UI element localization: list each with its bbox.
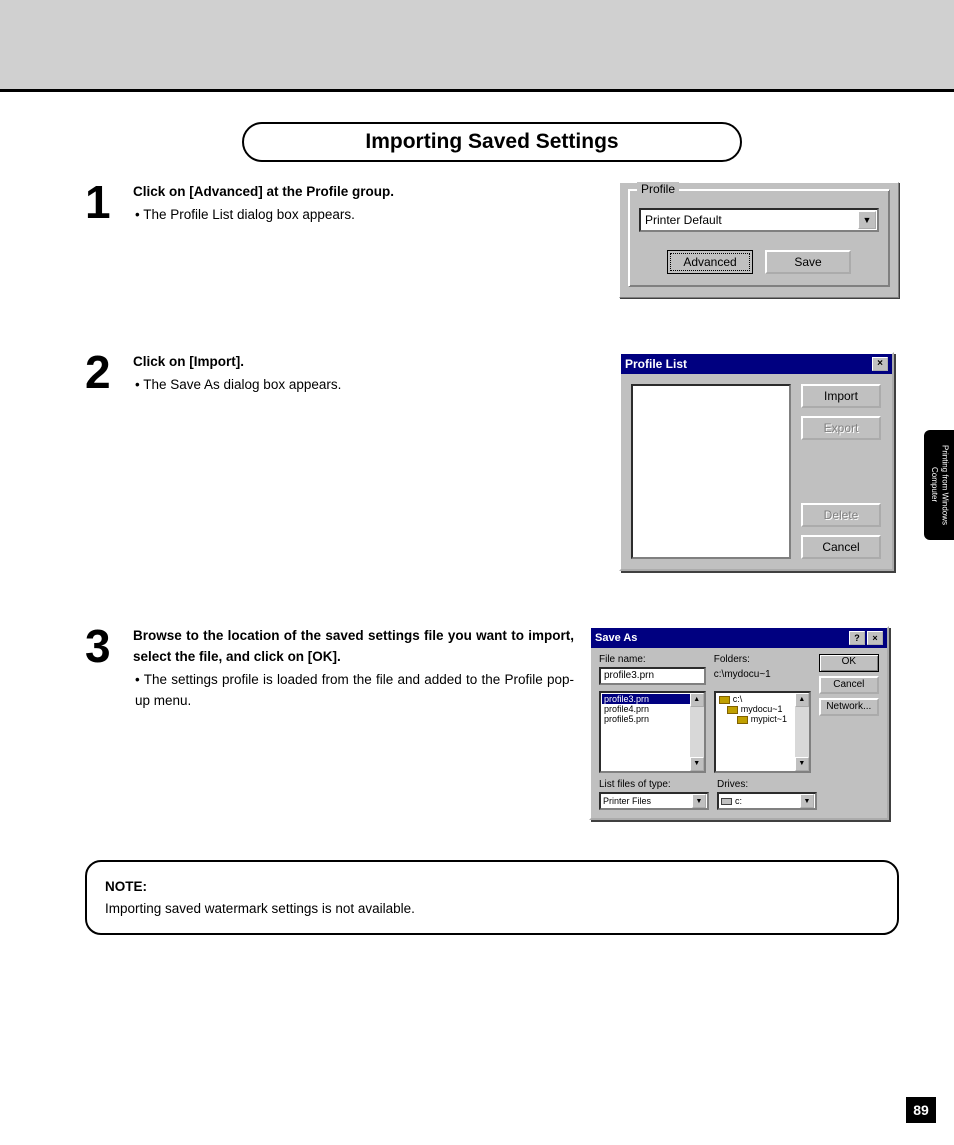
close-icon[interactable]: × (867, 631, 883, 645)
screenshot-profile-list-dialog: Profile List × Import Export Delete Canc… (619, 352, 899, 571)
drive-icon (721, 798, 732, 805)
drives-dropdown[interactable]: c: ▼ (717, 792, 817, 810)
folder-icon (719, 696, 730, 704)
filetype-label: List files of type: (599, 779, 709, 790)
step-2: 2 Click on [Import]. The Save As dialog … (85, 352, 899, 571)
folders-path: c:\mydocu~1 (714, 667, 811, 685)
page-content: Importing Saved Settings 1 Click on [Adv… (0, 92, 954, 935)
profile-listbox[interactable] (631, 384, 791, 559)
filetype-dropdown[interactable]: Printer Files ▼ (599, 792, 709, 810)
close-icon[interactable]: × (872, 357, 888, 371)
step-number: 1 (85, 182, 125, 312)
folders-label: Folders: (714, 654, 811, 665)
step-heading: Click on [Advanced] at the Profile group… (133, 182, 604, 203)
list-item[interactable]: profile4.prn (602, 704, 703, 714)
cancel-button[interactable]: Cancel (801, 535, 881, 559)
step-1: 1 Click on [Advanced] at the Profile gro… (85, 182, 899, 312)
note-text: Importing saved watermark settings is no… (105, 901, 415, 916)
export-button: Export (801, 416, 881, 440)
filename-input[interactable]: profile3.prn (599, 667, 706, 685)
note-label: NOTE: (105, 879, 147, 894)
list-item[interactable]: profile3.prn (602, 694, 703, 704)
scroll-down-icon[interactable]: ▼ (795, 757, 809, 771)
chevron-down-icon[interactable]: ▼ (800, 794, 814, 808)
dialog-title: Save As (595, 632, 637, 644)
folder-list[interactable]: c:\ mydocu~1 mypict~1 ▲ ▼ (714, 691, 811, 773)
list-item[interactable]: profile5.prn (602, 714, 703, 724)
filename-label: File name: (599, 654, 706, 665)
header-band (0, 0, 954, 92)
scroll-up-icon[interactable]: ▲ (690, 693, 704, 707)
folder-icon (727, 706, 738, 714)
profile-legend: Profile (637, 182, 679, 196)
profile-dropdown-value: Printer Default (645, 213, 722, 227)
folder-icon (737, 716, 748, 724)
step-heading: Click on [Import]. (133, 352, 604, 373)
profile-dropdown[interactable]: Printer Default ▼ (639, 208, 879, 232)
screenshot-profile-panel: Profile Printer Default ▼ Advanced Save (619, 182, 899, 312)
screenshot-save-as-dialog: Save As ? × File name: profile3.prn prof… (589, 626, 899, 820)
import-button[interactable]: Import (801, 384, 881, 408)
step-number: 3 (85, 626, 125, 820)
step-body: Browse to the location of the saved sett… (133, 626, 589, 820)
step-body: Click on [Advanced] at the Profile group… (133, 182, 619, 312)
page-number: 89 (906, 1097, 936, 1123)
section-title: Importing Saved Settings (365, 130, 618, 153)
chevron-down-icon[interactable]: ▼ (692, 794, 706, 808)
note-box: NOTE: Importing saved watermark settings… (85, 860, 899, 935)
chevron-down-icon[interactable]: ▼ (858, 211, 876, 229)
step-3: 3 Browse to the location of the saved se… (85, 626, 899, 820)
side-tab: Printing from Windows Computer (924, 430, 954, 540)
step-body: Click on [Import]. The Save As dialog bo… (133, 352, 619, 571)
network-button[interactable]: Network... (819, 698, 879, 716)
scroll-up-icon[interactable]: ▲ (795, 693, 809, 707)
drives-label: Drives: (717, 779, 817, 790)
step-bullet: The settings profile is loaded from the … (135, 670, 574, 712)
step-bullet: The Save As dialog box appears. (135, 375, 604, 396)
advanced-button[interactable]: Advanced (667, 250, 753, 274)
section-title-pill: Importing Saved Settings (242, 122, 742, 162)
step-bullet: The Profile List dialog box appears. (135, 205, 604, 226)
cancel-button[interactable]: Cancel (819, 676, 879, 694)
delete-button: Delete (801, 503, 881, 527)
step-heading: Browse to the location of the saved sett… (133, 626, 574, 668)
file-list[interactable]: profile3.prn profile4.prn profile5.prn ▲… (599, 691, 706, 773)
step-number: 2 (85, 352, 125, 571)
save-button[interactable]: Save (765, 250, 851, 274)
dialog-title: Profile List (625, 357, 687, 371)
scroll-down-icon[interactable]: ▼ (690, 757, 704, 771)
help-icon[interactable]: ? (849, 631, 865, 645)
ok-button[interactable]: OK (819, 654, 879, 672)
